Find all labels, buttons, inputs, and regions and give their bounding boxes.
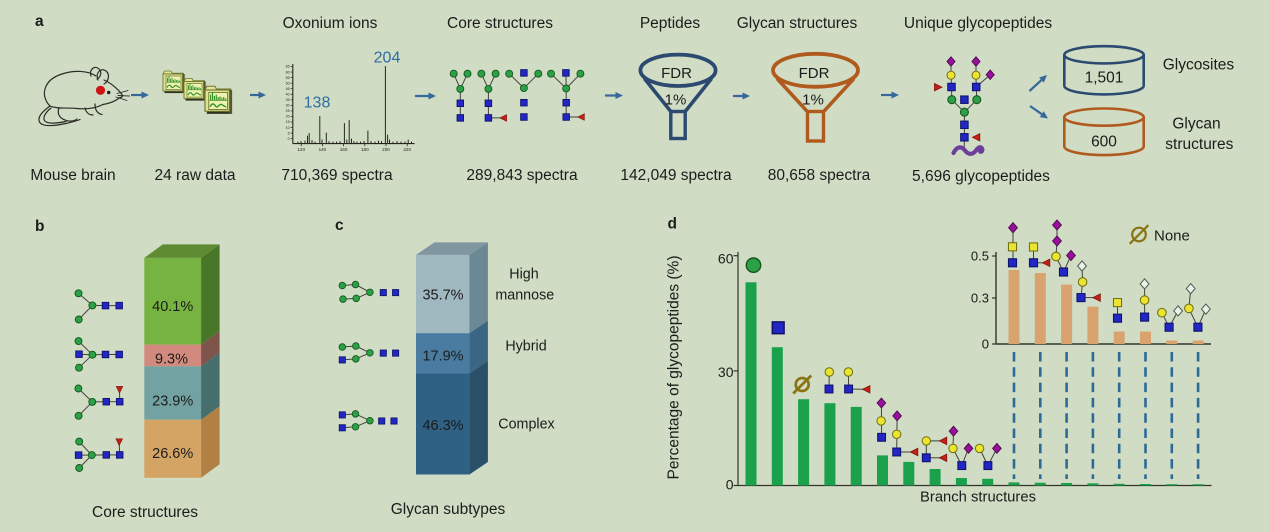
svg-text:600: 600: [1091, 134, 1117, 151]
svg-text:65: 65: [286, 65, 290, 69]
svg-text:60: 60: [718, 251, 734, 267]
svg-text:26.6%: 26.6%: [152, 446, 193, 462]
svg-text:710,369 spectra: 710,369 spectra: [281, 167, 393, 184]
svg-text:5: 5: [288, 131, 290, 135]
svg-text:Oxonium ions: Oxonium ions: [283, 15, 378, 32]
svg-text:120: 120: [297, 147, 305, 152]
svg-text:Percentage of glycopeptides (%: Percentage of glycopeptides (%): [666, 255, 683, 479]
svg-text:FDR: FDR: [799, 65, 830, 82]
svg-text:30: 30: [718, 364, 734, 380]
svg-text:138: 138: [304, 95, 331, 112]
svg-text:204: 204: [374, 50, 401, 67]
svg-text:1,501: 1,501: [1085, 70, 1124, 87]
svg-text:20: 20: [286, 115, 290, 119]
svg-text:structures: structures: [1165, 136, 1233, 153]
svg-text:0: 0: [982, 337, 989, 352]
svg-text:0: 0: [726, 477, 734, 493]
svg-text:15: 15: [286, 120, 290, 124]
svg-text:Complex: Complex: [498, 416, 554, 432]
svg-text:9.3%: 9.3%: [155, 351, 188, 367]
svg-text:Glycosites: Glycosites: [1163, 57, 1235, 74]
svg-text:c: c: [335, 217, 344, 234]
svg-text:Glycan structures: Glycan structures: [737, 15, 858, 32]
svg-text:40.1%: 40.1%: [152, 299, 193, 315]
svg-text:a: a: [35, 13, 44, 30]
svg-text:Glycan: Glycan: [1172, 116, 1220, 133]
svg-text:23.9%: 23.9%: [152, 393, 193, 409]
svg-text:Hybrid: Hybrid: [505, 338, 546, 354]
svg-text:140: 140: [319, 147, 327, 152]
svg-text:60: 60: [286, 70, 290, 74]
svg-text:289,843 spectra: 289,843 spectra: [466, 167, 578, 184]
svg-text:Peptides: Peptides: [640, 15, 701, 32]
svg-text:180: 180: [361, 147, 369, 152]
svg-text:220: 220: [403, 147, 411, 152]
svg-text:0.3: 0.3: [971, 291, 989, 306]
svg-text:Core structures: Core structures: [447, 15, 553, 32]
svg-text:High: High: [509, 267, 538, 283]
svg-text:Mouse brain: Mouse brain: [30, 167, 115, 184]
svg-text:160: 160: [340, 147, 348, 152]
svg-text:Branch structures: Branch structures: [920, 490, 1036, 506]
svg-text:17.9%: 17.9%: [422, 348, 463, 364]
svg-text:mannose: mannose: [495, 288, 554, 304]
svg-text:45: 45: [286, 87, 290, 91]
svg-text:24 raw data: 24 raw data: [155, 167, 236, 184]
svg-text:142,049 spectra: 142,049 spectra: [620, 167, 732, 184]
svg-text:b: b: [35, 218, 44, 235]
svg-text:0: 0: [288, 137, 290, 141]
svg-text:35: 35: [286, 98, 290, 102]
svg-text:25: 25: [286, 109, 290, 113]
svg-text:Unique glycopeptides: Unique glycopeptides: [904, 15, 1052, 32]
svg-text:10: 10: [286, 126, 290, 130]
svg-text:0.5: 0.5: [971, 249, 989, 264]
svg-text:d: d: [668, 216, 677, 233]
svg-text:Glycan subtypes: Glycan subtypes: [391, 501, 506, 518]
svg-text:80,658 spectra: 80,658 spectra: [768, 167, 871, 184]
svg-text:FDR: FDR: [661, 65, 692, 82]
svg-text:55: 55: [286, 76, 290, 80]
svg-text:30: 30: [286, 104, 290, 108]
svg-text:50: 50: [286, 81, 290, 85]
svg-text:46.3%: 46.3%: [422, 418, 463, 434]
svg-text:40: 40: [286, 92, 290, 96]
svg-text:None: None: [1154, 228, 1190, 245]
svg-text:5,696 glycopeptides: 5,696 glycopeptides: [912, 168, 1050, 185]
svg-text:200: 200: [382, 147, 390, 152]
svg-text:1%: 1%: [665, 92, 687, 109]
svg-text:35.7%: 35.7%: [422, 288, 463, 304]
svg-text:1%: 1%: [802, 92, 824, 109]
svg-text:Core structures: Core structures: [92, 504, 198, 521]
